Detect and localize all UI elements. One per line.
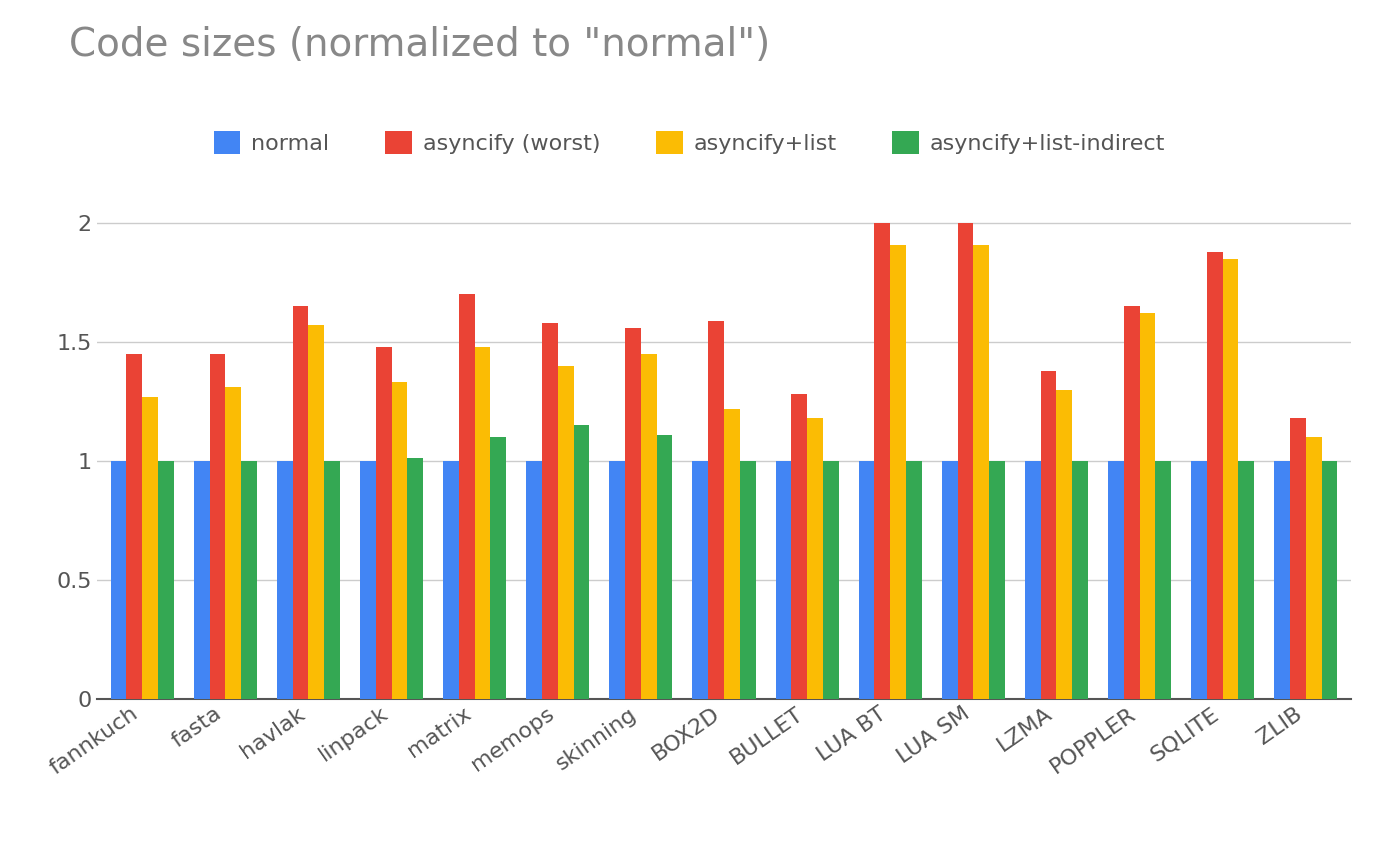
- Bar: [974, 245, 989, 699]
- Bar: [1306, 437, 1321, 699]
- Bar: [210, 354, 225, 699]
- Bar: [491, 437, 506, 699]
- Bar: [724, 409, 739, 699]
- Bar: [542, 323, 557, 699]
- Bar: [1223, 259, 1238, 699]
- Bar: [557, 366, 574, 699]
- Bar: [1073, 461, 1088, 699]
- Legend: normal, asyncify (worst), asyncify+list, asyncify+list-indirect: normal, asyncify (worst), asyncify+list,…: [204, 122, 1175, 163]
- Bar: [292, 307, 309, 699]
- Bar: [1191, 461, 1207, 699]
- Bar: [1041, 371, 1056, 699]
- Bar: [859, 461, 874, 699]
- Bar: [942, 461, 957, 699]
- Bar: [891, 245, 906, 699]
- Bar: [527, 461, 542, 699]
- Bar: [1107, 461, 1124, 699]
- Bar: [1274, 461, 1289, 699]
- Bar: [641, 354, 656, 699]
- Bar: [625, 328, 641, 699]
- Bar: [225, 387, 241, 699]
- Bar: [574, 425, 589, 699]
- Bar: [957, 223, 974, 699]
- Bar: [1139, 314, 1156, 699]
- Bar: [142, 397, 159, 699]
- Bar: [1025, 461, 1041, 699]
- Bar: [1056, 389, 1073, 699]
- Bar: [874, 223, 891, 699]
- Bar: [610, 461, 625, 699]
- Bar: [989, 461, 1005, 699]
- Bar: [459, 295, 474, 699]
- Bar: [1238, 461, 1254, 699]
- Bar: [1207, 251, 1223, 699]
- Bar: [823, 461, 838, 699]
- Bar: [277, 461, 292, 699]
- Bar: [110, 461, 127, 699]
- Bar: [159, 461, 174, 699]
- Bar: [739, 461, 756, 699]
- Bar: [194, 461, 210, 699]
- Bar: [324, 461, 341, 699]
- Bar: [656, 435, 673, 699]
- Bar: [709, 320, 724, 699]
- Bar: [392, 383, 407, 699]
- Bar: [1289, 418, 1306, 699]
- Bar: [1124, 307, 1139, 699]
- Bar: [807, 418, 823, 699]
- Bar: [443, 461, 459, 699]
- Bar: [474, 347, 491, 699]
- Bar: [241, 461, 256, 699]
- Bar: [309, 325, 324, 699]
- Bar: [1156, 461, 1171, 699]
- Bar: [692, 461, 709, 699]
- Text: Code sizes (normalized to "normal"): Code sizes (normalized to "normal"): [69, 26, 771, 64]
- Bar: [375, 347, 392, 699]
- Bar: [1321, 461, 1338, 699]
- Bar: [360, 461, 375, 699]
- Bar: [407, 458, 423, 699]
- Bar: [792, 394, 807, 699]
- Bar: [906, 461, 921, 699]
- Bar: [775, 461, 792, 699]
- Bar: [127, 354, 142, 699]
